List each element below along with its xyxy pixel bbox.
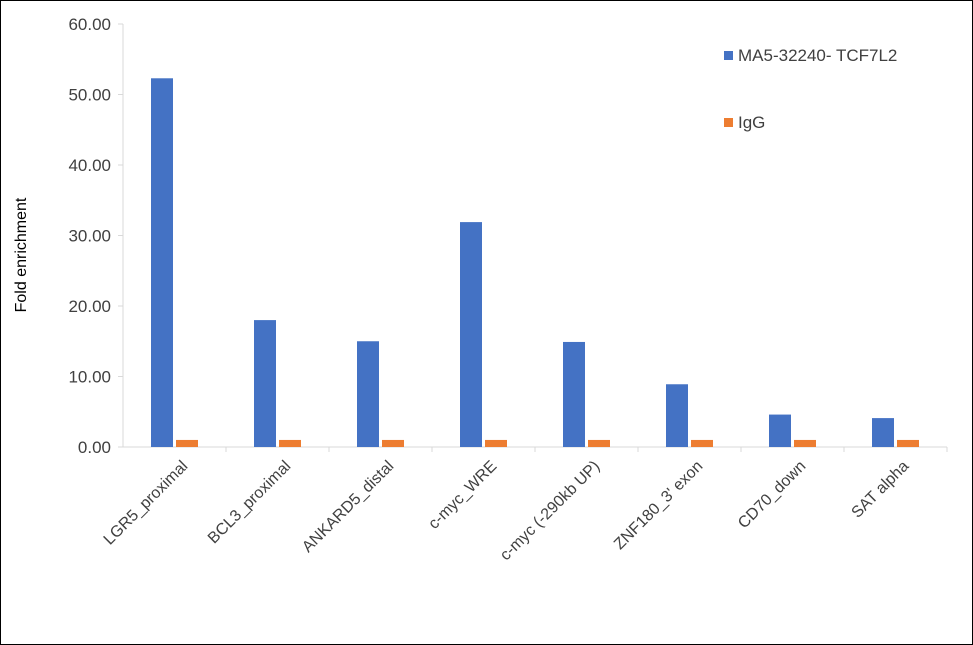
bar-tcf7l2 [872, 418, 894, 447]
bar-tcf7l2 [666, 384, 688, 447]
bar-igg [588, 439, 610, 447]
legend-label: MA5-32240- TCF7L2 [738, 46, 897, 65]
bar-igg [176, 439, 198, 447]
y-tick-label: 30.00 [68, 227, 111, 246]
y-tick-label: 20.00 [68, 297, 111, 316]
bar-tcf7l2 [460, 222, 482, 447]
y-tick-label: 60.00 [68, 15, 111, 34]
bar-tcf7l2 [563, 341, 585, 447]
x-category-label: ANKARD5_distal [299, 458, 397, 556]
bar-igg [485, 439, 507, 447]
x-category-label: ZNF180_3' exon [611, 458, 706, 553]
bar-igg [382, 439, 404, 447]
bar-tcf7l2 [151, 78, 173, 447]
y-axis-title: Fold enrichment [13, 197, 30, 312]
bar-igg [897, 439, 919, 447]
bars [151, 78, 919, 447]
x-category-label: LGR5_proximal [101, 458, 192, 549]
x-category-label: SAT alpha [849, 458, 913, 522]
bar-igg [691, 439, 713, 447]
x-category-label: CD70_down [735, 458, 809, 532]
y-tick-label: 40.00 [68, 156, 111, 175]
y-tick-label: 50.00 [68, 86, 111, 105]
bar-igg [794, 439, 816, 447]
x-category-label: c-myc_WRE [425, 458, 500, 533]
bar-tcf7l2 [357, 341, 379, 447]
bar-tcf7l2 [769, 414, 791, 447]
y-tick-label: 0.00 [78, 438, 111, 457]
legend-label: IgG [738, 113, 765, 132]
legend: MA5-32240- TCF7L2 IgG [724, 46, 897, 132]
legend-swatch [724, 118, 733, 127]
x-category-label: BCL3_proximal [205, 458, 294, 547]
y-tick-label: 10.00 [68, 368, 111, 387]
x-axis: LGR5_proximal BCL3_proximal ANKARD5_distal… [101, 446, 948, 564]
bar-tcf7l2 [254, 320, 276, 447]
x-category-label: c-myc (-290kb UP) [497, 458, 603, 564]
legend-swatch [724, 51, 733, 60]
y-axis: 0.00 10.00 20.00 30.00 40.00 50.00 60.00 [68, 15, 124, 457]
bar-igg [279, 439, 301, 447]
